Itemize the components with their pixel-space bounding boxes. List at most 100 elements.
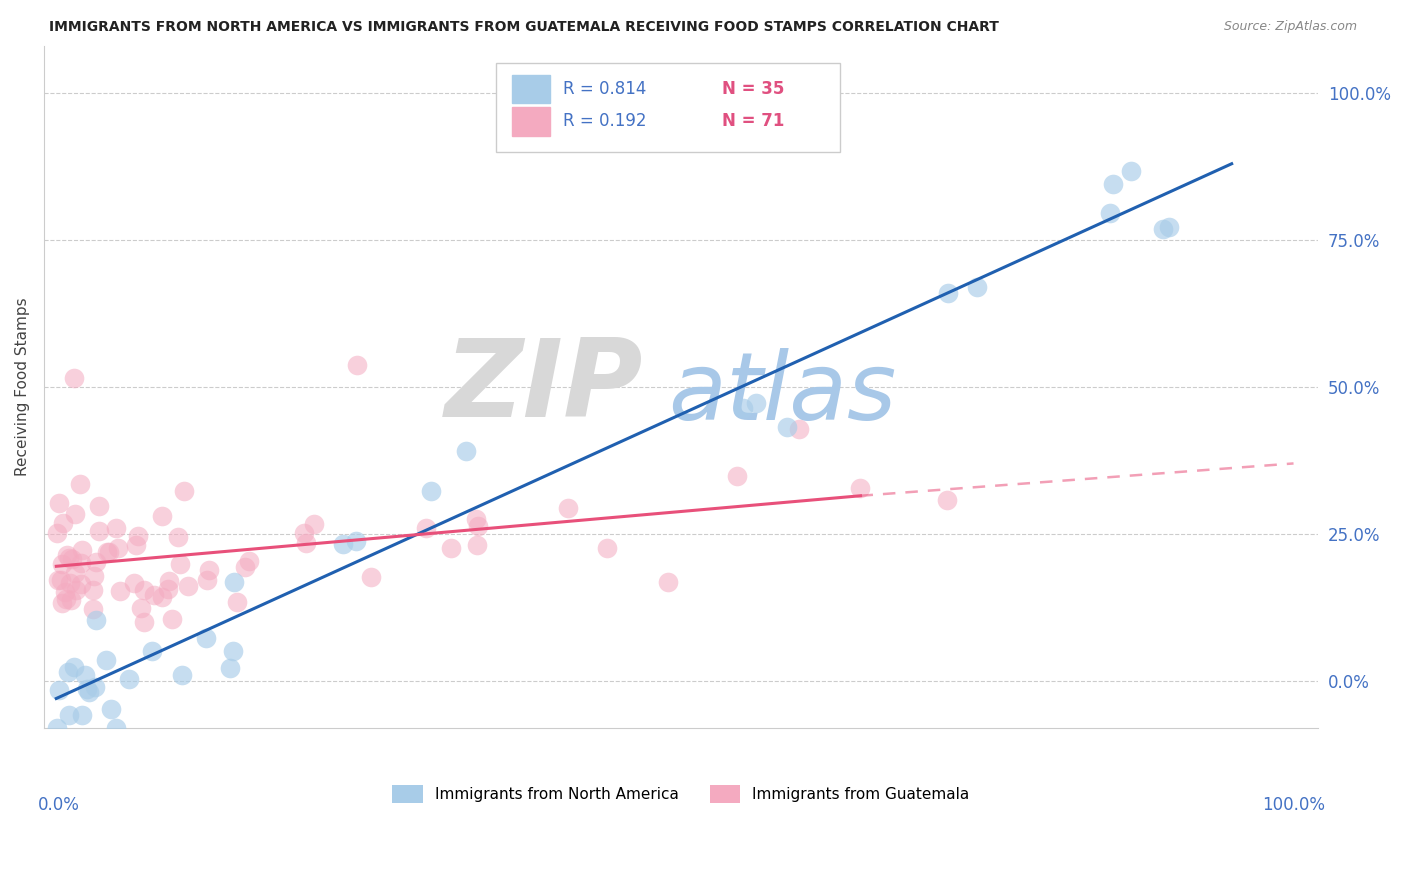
Point bbox=[46, 574, 69, 588]
Text: IMMIGRANTS FROM NORTH AMERICA VS IMMIGRANTS FROM GUATEMALA RECEIVING FOOD STAMPS: IMMIGRANTS FROM NORTH AMERICA VS IMMIGRA… bbox=[49, 20, 1000, 34]
Point bbox=[127, 529, 149, 543]
Point bbox=[73, 668, 96, 682]
Point bbox=[226, 595, 249, 609]
Point bbox=[65, 583, 87, 598]
Point bbox=[360, 570, 382, 584]
Point bbox=[108, 584, 131, 599]
Point bbox=[198, 563, 221, 577]
Point bbox=[63, 507, 86, 521]
Point bbox=[346, 359, 368, 373]
Point bbox=[733, 401, 755, 416]
Point bbox=[96, 545, 118, 559]
Point bbox=[125, 538, 148, 552]
Point bbox=[295, 535, 318, 549]
Point bbox=[657, 575, 679, 590]
Point bbox=[60, 593, 83, 607]
Point bbox=[104, 521, 127, 535]
Point bbox=[53, 585, 76, 599]
Point bbox=[849, 481, 872, 495]
Point bbox=[1099, 206, 1122, 220]
Point bbox=[238, 554, 260, 568]
Point bbox=[87, 524, 110, 538]
Point bbox=[55, 592, 77, 607]
Point bbox=[118, 672, 141, 686]
Point bbox=[129, 601, 152, 615]
Text: Source: ZipAtlas.com: Source: ZipAtlas.com bbox=[1223, 20, 1357, 33]
Point bbox=[49, 573, 72, 587]
Point bbox=[222, 574, 245, 589]
Text: N = 71: N = 71 bbox=[721, 112, 785, 130]
Point bbox=[157, 574, 180, 588]
Point bbox=[440, 541, 463, 556]
Point bbox=[170, 668, 193, 682]
Point bbox=[966, 280, 988, 294]
Point bbox=[96, 653, 118, 667]
Text: R = 0.814: R = 0.814 bbox=[562, 80, 645, 98]
Point bbox=[45, 525, 67, 540]
Point bbox=[1157, 219, 1180, 234]
Point bbox=[69, 477, 91, 491]
Point bbox=[169, 557, 191, 571]
Point bbox=[69, 576, 91, 591]
Point bbox=[77, 685, 100, 699]
Point bbox=[62, 370, 84, 384]
Point bbox=[557, 500, 579, 515]
Point bbox=[787, 422, 810, 436]
Point bbox=[152, 508, 174, 523]
Point bbox=[82, 583, 104, 598]
Point bbox=[100, 702, 122, 716]
Point bbox=[415, 521, 437, 535]
Legend: Immigrants from North America, Immigrants from Guatemala: Immigrants from North America, Immigrant… bbox=[387, 779, 976, 809]
Point bbox=[464, 512, 486, 526]
Point bbox=[173, 484, 195, 499]
Point bbox=[82, 601, 104, 615]
Point bbox=[70, 707, 93, 722]
Point bbox=[84, 680, 107, 694]
Text: N = 35: N = 35 bbox=[721, 80, 785, 98]
Point bbox=[52, 516, 75, 531]
Point bbox=[936, 286, 959, 301]
Point bbox=[1102, 177, 1125, 191]
Point bbox=[105, 721, 128, 735]
Point bbox=[344, 534, 367, 549]
Point bbox=[60, 552, 83, 566]
Point bbox=[776, 420, 799, 434]
Point bbox=[58, 550, 80, 565]
Point bbox=[936, 493, 959, 508]
Point bbox=[58, 708, 80, 723]
Point bbox=[222, 644, 245, 658]
Point bbox=[292, 526, 315, 541]
Point bbox=[420, 484, 443, 499]
Point bbox=[132, 583, 155, 598]
Point bbox=[1119, 164, 1142, 178]
Point bbox=[219, 661, 242, 675]
Point bbox=[162, 612, 184, 626]
Point bbox=[51, 558, 73, 572]
Text: ZIP: ZIP bbox=[444, 334, 643, 440]
Point bbox=[166, 530, 188, 544]
Point bbox=[98, 545, 121, 559]
Point bbox=[156, 582, 179, 597]
Point bbox=[69, 556, 91, 570]
Point bbox=[1152, 222, 1174, 236]
Point bbox=[150, 590, 173, 604]
Point bbox=[87, 499, 110, 513]
Point bbox=[176, 579, 198, 593]
Bar bbox=[512, 75, 550, 103]
Point bbox=[141, 643, 163, 657]
Point bbox=[725, 468, 748, 483]
Y-axis label: Receiving Food Stamps: Receiving Food Stamps bbox=[15, 298, 30, 476]
Point bbox=[332, 537, 354, 551]
Point bbox=[86, 555, 108, 569]
Point bbox=[45, 721, 67, 735]
Point bbox=[83, 569, 105, 583]
Point bbox=[56, 549, 79, 563]
Point bbox=[58, 665, 80, 679]
Point bbox=[596, 541, 619, 556]
Text: atlas: atlas bbox=[668, 349, 897, 440]
Text: R = 0.192: R = 0.192 bbox=[562, 112, 647, 130]
Point bbox=[195, 573, 218, 587]
Point bbox=[132, 615, 155, 629]
Point bbox=[465, 538, 488, 552]
Point bbox=[194, 631, 217, 645]
